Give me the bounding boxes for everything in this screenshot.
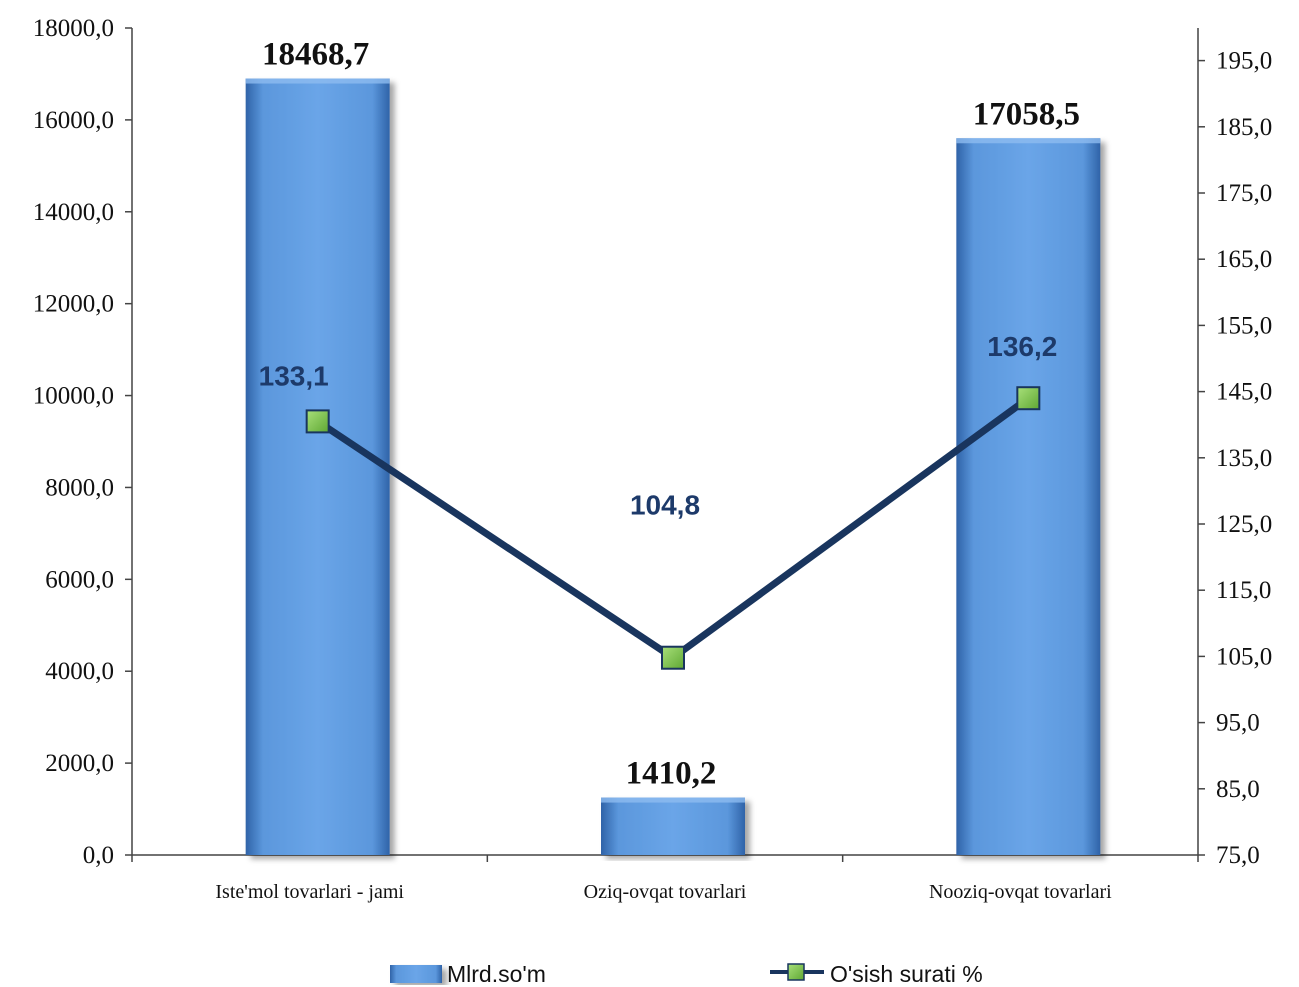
line-marker — [661, 645, 685, 670]
line-path — [315, 395, 1031, 662]
bar — [245, 78, 390, 856]
left-tick-label: 6000,0 — [45, 566, 114, 593]
bar-data-label: 17058,5 — [973, 96, 1080, 132]
bar-top-highlight — [245, 78, 390, 84]
bar-data-labels: 18468,7 1410,2 17058,5 — [262, 37, 1080, 792]
right-axis-ticks: 75,0 85,0 95,0 105,0 115,0 125,0 135,0 145,0 155… — [1198, 48, 1272, 869]
left-tick-label: 18000,0 — [33, 15, 114, 42]
right-tick-label: 115,0 — [1216, 577, 1271, 604]
bar-series — [245, 78, 1101, 856]
category-labels: Iste'mol tovarlari - jami Oziq-ovqat tova… — [215, 881, 1112, 903]
right-tick-label: 165,0 — [1216, 246, 1272, 273]
bar-data-label: 1410,2 — [626, 756, 717, 792]
right-tick-label: 85,0 — [1216, 776, 1260, 803]
line-data-label: 133,1 — [259, 360, 329, 391]
line-data-labels: 133,1 104,8 136,2 — [259, 331, 1058, 521]
right-tick-label: 125,0 — [1216, 511, 1272, 538]
legend-bar-swatch — [390, 965, 442, 983]
left-tick-label: 16000,0 — [33, 107, 114, 134]
left-tick-label: 10000,0 — [33, 383, 114, 410]
left-tick-label: 12000,0 — [33, 291, 114, 318]
right-tick-label: 75,0 — [1216, 842, 1260, 869]
right-tick-label: 195,0 — [1216, 48, 1272, 75]
right-tick-label: 185,0 — [1216, 114, 1272, 141]
right-tick-label: 145,0 — [1216, 379, 1272, 406]
legend-marker-swatch — [787, 963, 805, 981]
line-data-label: 136,2 — [987, 331, 1057, 362]
bar-top-highlight — [601, 797, 745, 803]
right-tick-label: 105,0 — [1216, 643, 1272, 670]
legend: Mlrd.so'm O'sish surati % — [390, 961, 983, 987]
category-label: Nooziq-ovqat tovarlari — [929, 881, 1112, 903]
right-tick-label: 155,0 — [1216, 312, 1272, 339]
bar-data-label: 18468,7 — [262, 37, 369, 73]
category-label: Iste'mol tovarlari - jami — [215, 881, 404, 903]
line-series — [305, 386, 1041, 670]
left-tick-label: 2000,0 — [45, 750, 114, 777]
line-marker — [305, 409, 330, 434]
category-label: Oziq-ovqat tovarlari — [584, 881, 747, 903]
line-marker — [1016, 386, 1041, 411]
left-axis-ticks: 0,0 2000,0 4000,0 6000,0 8000,0 10000,0 12000,… — [33, 15, 132, 869]
left-tick-label: 14000,0 — [33, 199, 114, 226]
legend-bar-label: Mlrd.so'm — [447, 961, 546, 987]
bar — [956, 138, 1101, 855]
left-tick-label: 0,0 — [83, 842, 114, 869]
left-tick-label: 8000,0 — [45, 474, 114, 501]
bar — [601, 797, 745, 855]
left-tick-label: 4000,0 — [45, 658, 114, 685]
line-data-label: 104,8 — [630, 490, 700, 521]
right-tick-label: 175,0 — [1216, 180, 1272, 207]
legend-line-label: O'sish surati % — [830, 961, 983, 987]
bar-top-highlight — [956, 138, 1101, 144]
x-axis-ticks — [131, 855, 1199, 862]
right-tick-label: 95,0 — [1216, 710, 1260, 737]
right-tick-label: 135,0 — [1216, 445, 1272, 472]
